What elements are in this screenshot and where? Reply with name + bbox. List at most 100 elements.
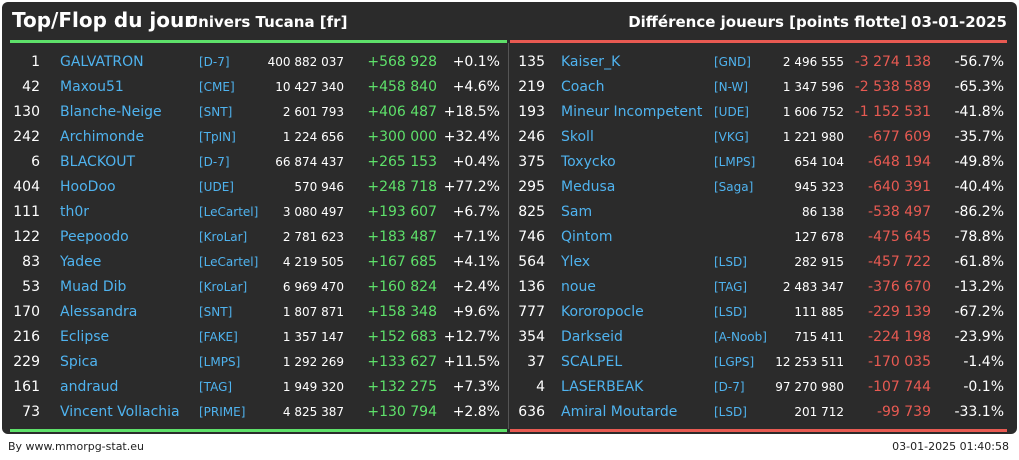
player-name-link[interactable]: Vincent Vollachia bbox=[60, 404, 180, 420]
player-name-link[interactable]: Darkseid bbox=[561, 329, 623, 345]
player-name-link[interactable]: Archimonde bbox=[60, 129, 145, 145]
rank-cell: 111 bbox=[13, 204, 40, 220]
alliance-tag-link[interactable]: [D-7] bbox=[199, 55, 230, 69]
player-name-link[interactable]: andraud bbox=[60, 379, 119, 395]
percent-cell: -49.8% bbox=[954, 154, 1004, 170]
alliance-tag-link[interactable]: [LSD] bbox=[714, 405, 747, 419]
alliance-tag-link[interactable]: [TpIN] bbox=[199, 130, 236, 144]
alliance-tag-link[interactable]: [Saga] bbox=[714, 180, 754, 194]
percent-cell: +6.7% bbox=[452, 204, 500, 220]
player-name-link[interactable]: Kaiser_K bbox=[561, 54, 621, 70]
percent-cell: -78.8% bbox=[954, 229, 1004, 245]
player-name-link[interactable]: HooDoo bbox=[60, 179, 116, 195]
player-name-link[interactable]: Coach bbox=[561, 79, 605, 95]
alliance-tag-link[interactable]: [UDE] bbox=[714, 105, 749, 119]
rank-cell: 193 bbox=[518, 104, 545, 120]
points-cell: 1 807 871 bbox=[282, 305, 344, 319]
player-name-link[interactable]: Muad Dib bbox=[60, 279, 127, 295]
player-name-link[interactable]: Ylex bbox=[561, 254, 591, 270]
diff-cell: -1 152 531 bbox=[854, 104, 931, 120]
alliance-tag-link[interactable]: [TAG] bbox=[199, 380, 233, 394]
alliance-tag-link[interactable]: [GND] bbox=[714, 55, 751, 69]
diff-cell: -99 739 bbox=[876, 404, 931, 420]
alliance-tag-link[interactable]: [LeCartel] bbox=[199, 255, 259, 269]
player-name-link[interactable]: Qintom bbox=[561, 229, 613, 245]
rank-cell: 216 bbox=[13, 329, 40, 345]
alliance-tag-link[interactable]: [KroLar] bbox=[199, 280, 248, 294]
player-name-link[interactable]: SCALPEL bbox=[561, 354, 623, 370]
player-name-link[interactable]: Peepoodo bbox=[60, 229, 129, 245]
rank-cell: 404 bbox=[13, 179, 40, 195]
diff-cell: -107 744 bbox=[868, 379, 931, 395]
player-name-link[interactable]: Eclipse bbox=[60, 329, 110, 345]
player-name-link[interactable]: th0r bbox=[60, 204, 90, 220]
rank-cell: 564 bbox=[518, 254, 545, 270]
points-cell: 2 483 347 bbox=[782, 280, 844, 294]
rank-cell: 354 bbox=[518, 329, 545, 345]
diff-cell: +265 153 bbox=[367, 154, 437, 170]
rank-cell: 6 bbox=[31, 154, 40, 170]
alliance-tag-link[interactable]: [LMPS] bbox=[714, 155, 756, 169]
table-row: 242 Archimonde [TpIN] 1 224 656 +300 000 +32.… bbox=[2, 125, 512, 150]
alliance-tag-link[interactable]: [KroLar] bbox=[199, 230, 248, 244]
alliance-tag-link[interactable]: [UDE] bbox=[199, 180, 234, 194]
alliance-tag-link[interactable]: [D-7] bbox=[714, 380, 745, 394]
metric-label: Différence joueurs [points flotte] bbox=[628, 13, 907, 31]
points-cell: 12 253 511 bbox=[775, 355, 844, 369]
rank-cell: 4 bbox=[536, 379, 545, 395]
alliance-tag-link[interactable]: [SNT] bbox=[199, 305, 233, 319]
player-name-link[interactable]: Yadee bbox=[60, 254, 102, 270]
rank-cell: 42 bbox=[22, 79, 40, 95]
player-name-link[interactable]: Sam bbox=[561, 204, 593, 220]
player-name-link[interactable]: Kororopocle bbox=[561, 304, 644, 320]
player-name-link[interactable]: noue bbox=[561, 279, 596, 295]
diff-cell: -3 274 138 bbox=[854, 54, 931, 70]
panel-header: Top/Flop du jour Univers Tucana [fr] Dif… bbox=[2, 2, 1017, 40]
player-name-link[interactable]: Alessandra bbox=[60, 304, 138, 320]
rank-cell: 242 bbox=[13, 129, 40, 145]
alliance-tag-link[interactable]: [LSD] bbox=[714, 305, 747, 319]
alliance-tag-link[interactable]: [LeCartel] bbox=[199, 205, 259, 219]
table-row: 354 Darkseid [A-Noob] 715 411 -224 198 -23.9% bbox=[502, 325, 1012, 350]
player-name-link[interactable]: Medusa bbox=[561, 179, 616, 195]
alliance-tag-link[interactable]: [LMPS] bbox=[199, 355, 241, 369]
alliance-tag-link[interactable]: [PRIME] bbox=[199, 405, 246, 419]
percent-cell: +77.2% bbox=[443, 179, 500, 195]
alliance-tag-link[interactable]: [N-W] bbox=[714, 80, 749, 94]
alliance-tag-link[interactable]: [D-7] bbox=[199, 155, 230, 169]
player-name-link[interactable]: Toxycko bbox=[561, 154, 616, 170]
table-row: 122 Peepoodo [KroLar] 2 781 623 +183 487 +7.1… bbox=[2, 225, 512, 250]
alliance-tag-link[interactable]: [LGPS] bbox=[714, 355, 755, 369]
player-name-link[interactable]: Skoll bbox=[561, 129, 594, 145]
alliance-tag-link[interactable]: [SNT] bbox=[199, 105, 233, 119]
player-name-link[interactable]: BLACKOUT bbox=[60, 154, 136, 170]
alliance-tag-link[interactable]: [A-Noob] bbox=[714, 330, 767, 344]
rank-cell: 825 bbox=[518, 204, 545, 220]
points-cell: 66 874 437 bbox=[275, 155, 344, 169]
rank-cell: 746 bbox=[518, 229, 545, 245]
player-name-link[interactable]: LASERBEAK bbox=[561, 379, 644, 395]
player-name-link[interactable]: Amiral Moutarde bbox=[561, 404, 678, 420]
diff-cell: +458 840 bbox=[367, 79, 437, 95]
rank-cell: 53 bbox=[22, 279, 40, 295]
alliance-tag-link[interactable]: [LSD] bbox=[714, 255, 747, 269]
alliance-tag-link[interactable]: [CME] bbox=[199, 80, 235, 94]
points-cell: 4 219 505 bbox=[282, 255, 344, 269]
alliance-tag-link[interactable]: [TAG] bbox=[714, 280, 748, 294]
table-row: 161 andraud [TAG] 1 949 320 +132 275 +7.3% bbox=[2, 375, 512, 400]
table-row: 564 Ylex [LSD] 282 915 -457 722 -61.8% bbox=[502, 250, 1012, 275]
percent-cell: +0.4% bbox=[452, 154, 500, 170]
table-row: 73 Vincent Vollachia [PRIME] 4 825 387 +130 … bbox=[2, 400, 512, 425]
points-cell: 654 104 bbox=[794, 155, 844, 169]
alliance-tag-link[interactable]: [VKG] bbox=[714, 130, 749, 144]
percent-cell: -1.4% bbox=[963, 354, 1004, 370]
player-name-link[interactable]: Maxou51 bbox=[60, 79, 124, 95]
player-name-link[interactable]: Spica bbox=[60, 354, 98, 370]
player-name-link[interactable]: Blanche-Neige bbox=[60, 104, 162, 120]
percent-cell: -23.9% bbox=[954, 329, 1004, 345]
alliance-tag-link[interactable]: [FAKE] bbox=[199, 330, 238, 344]
player-name-link[interactable]: GALVATRON bbox=[60, 54, 144, 70]
points-cell: 127 678 bbox=[794, 230, 844, 244]
player-name-link[interactable]: Mineur Incompetent bbox=[561, 104, 703, 120]
rank-cell: 375 bbox=[518, 154, 545, 170]
